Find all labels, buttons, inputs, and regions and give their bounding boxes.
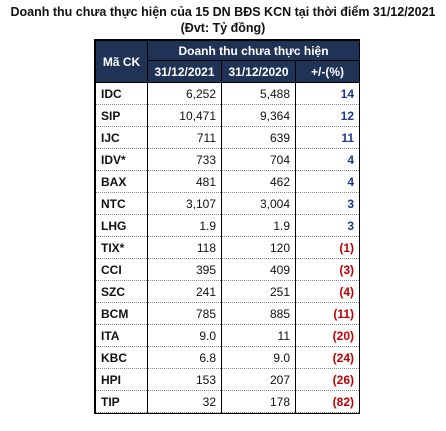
change-percent-cell: (24) <box>294 346 361 369</box>
value-2021-cell: 118 <box>147 236 222 259</box>
stock-code-cell: TIX* <box>95 236 148 259</box>
stock-code-cell: BAX <box>95 170 148 193</box>
stock-code-cell: SZC <box>95 280 148 303</box>
table-row: TIP 32 178 (82) <box>95 390 361 413</box>
value-2020-cell: 1.9 <box>221 214 296 237</box>
stock-code-cell: HPI <box>95 368 148 391</box>
value-2021-cell: 153 <box>147 368 222 391</box>
stock-code-cell: CCI <box>95 258 148 281</box>
stock-code-cell: BCM <box>95 302 148 325</box>
change-percent-cell: 11 <box>294 126 361 149</box>
page-title: Doanh thu chưa thực hiện của 15 DN BĐS K… <box>10 5 436 19</box>
table-row: HPI 153 207 (26) <box>95 368 361 391</box>
table-row: SIP 10,471 9,364 12 <box>95 104 361 127</box>
value-2021-cell: 32 <box>147 390 222 413</box>
change-percent-cell: 12 <box>294 104 361 127</box>
stock-code-cell: NTC <box>95 192 148 215</box>
table-row: BCM 785 885 (11) <box>95 302 361 325</box>
unit-note: (Đvt: Tỷ đồng) <box>180 21 266 35</box>
value-2020-cell: 9,364 <box>221 104 296 127</box>
value-2020-cell: 120 <box>221 236 296 259</box>
value-2021-cell: 785 <box>147 302 222 325</box>
table-row: LHG 1.9 1.9 3 <box>95 214 361 237</box>
revenue-table: Mã CK Doanh thu chưa thực hiện 31/12/202… <box>95 40 361 413</box>
value-2020-cell: 11 <box>221 324 296 347</box>
table-header: Mã CK Doanh thu chưa thực hiện 31/12/202… <box>95 40 361 83</box>
stock-code-cell: ITA <box>95 324 148 347</box>
change-percent-cell: (1) <box>294 236 361 259</box>
value-2020-cell: 639 <box>221 126 296 149</box>
table-row: NTC 3,107 3,004 3 <box>95 192 361 215</box>
value-2021-cell: 10,471 <box>147 104 222 127</box>
value-2021-cell: 6,252 <box>147 82 222 105</box>
stock-code-cell: LHG <box>95 214 148 237</box>
value-2021-cell: 1.9 <box>147 214 222 237</box>
table-body: IDC 6,252 5,488 14 SIP 10,471 9,364 12 IJC 711 639… <box>95 82 361 413</box>
value-2021-cell: 395 <box>147 258 222 281</box>
stock-code-cell: IDV* <box>95 148 148 171</box>
value-2021-cell: 6.8 <box>147 346 222 369</box>
table-row: IDV* 733 704 4 <box>95 148 361 171</box>
value-2021-cell: 733 <box>147 148 222 171</box>
value-2021-cell: 481 <box>147 170 222 193</box>
value-2020-cell: 3,004 <box>221 192 296 215</box>
value-2020-cell: 178 <box>221 390 296 413</box>
change-percent-cell: 3 <box>294 214 361 237</box>
change-percent-cell: 3 <box>294 192 361 215</box>
value-2020-cell: 704 <box>221 148 296 171</box>
stock-code-cell: IJC <box>95 126 148 149</box>
value-2021-cell: 9.0 <box>147 324 222 347</box>
table-row: IJC 711 639 11 <box>95 126 361 149</box>
value-2020-cell: 5,488 <box>221 82 296 105</box>
stock-code-cell: SIP <box>95 104 148 127</box>
value-2020-cell: 251 <box>221 280 296 303</box>
value-2020-cell: 9.0 <box>221 346 296 369</box>
change-percent-cell: (26) <box>294 368 361 391</box>
value-2021-cell: 711 <box>147 126 222 149</box>
change-percent-cell: (11) <box>294 302 361 325</box>
stock-code-cell: KBC <box>95 346 148 369</box>
value-2020-cell: 462 <box>221 170 296 193</box>
stock-code-cell: TIP <box>95 390 148 413</box>
revenue-table-container: Mã CK Doanh thu chưa thực hiện 31/12/202… <box>94 39 361 414</box>
table-row: TIX* 118 120 (1) <box>95 236 361 259</box>
column-group-header: Doanh thu chưa thực hiện <box>146 40 361 61</box>
change-percent-cell: (4) <box>294 280 361 303</box>
value-2021-cell: 241 <box>147 280 222 303</box>
column-header-change: +/-(%) <box>294 60 361 83</box>
table-row: SZC 241 251 (4) <box>95 280 361 303</box>
table-row: CCI 395 409 (3) <box>95 258 361 281</box>
stock-code-cell: IDC <box>95 82 148 105</box>
change-percent-cell: (20) <box>294 324 361 347</box>
change-percent-cell: (82) <box>294 390 361 413</box>
value-2020-cell: 207 <box>221 368 296 391</box>
value-2020-cell: 409 <box>221 258 296 281</box>
table-row: BAX 481 462 4 <box>95 170 361 193</box>
table-row: KBC 6.8 9.0 (24) <box>95 346 361 369</box>
column-header-2020: 31/12/2020 <box>221 60 296 83</box>
change-percent-cell: 14 <box>294 82 361 105</box>
column-header-2021: 31/12/2021 <box>147 60 222 83</box>
change-percent-cell: 4 <box>294 148 361 171</box>
value-2020-cell: 885 <box>221 302 296 325</box>
table-row: IDC 6,252 5,488 14 <box>95 82 361 105</box>
change-percent-cell: 4 <box>294 170 361 193</box>
column-header-code: Mã CK <box>95 40 148 83</box>
table-row: ITA 9.0 11 (20) <box>95 324 361 347</box>
value-2021-cell: 3,107 <box>147 192 222 215</box>
change-percent-cell: (3) <box>294 258 361 281</box>
